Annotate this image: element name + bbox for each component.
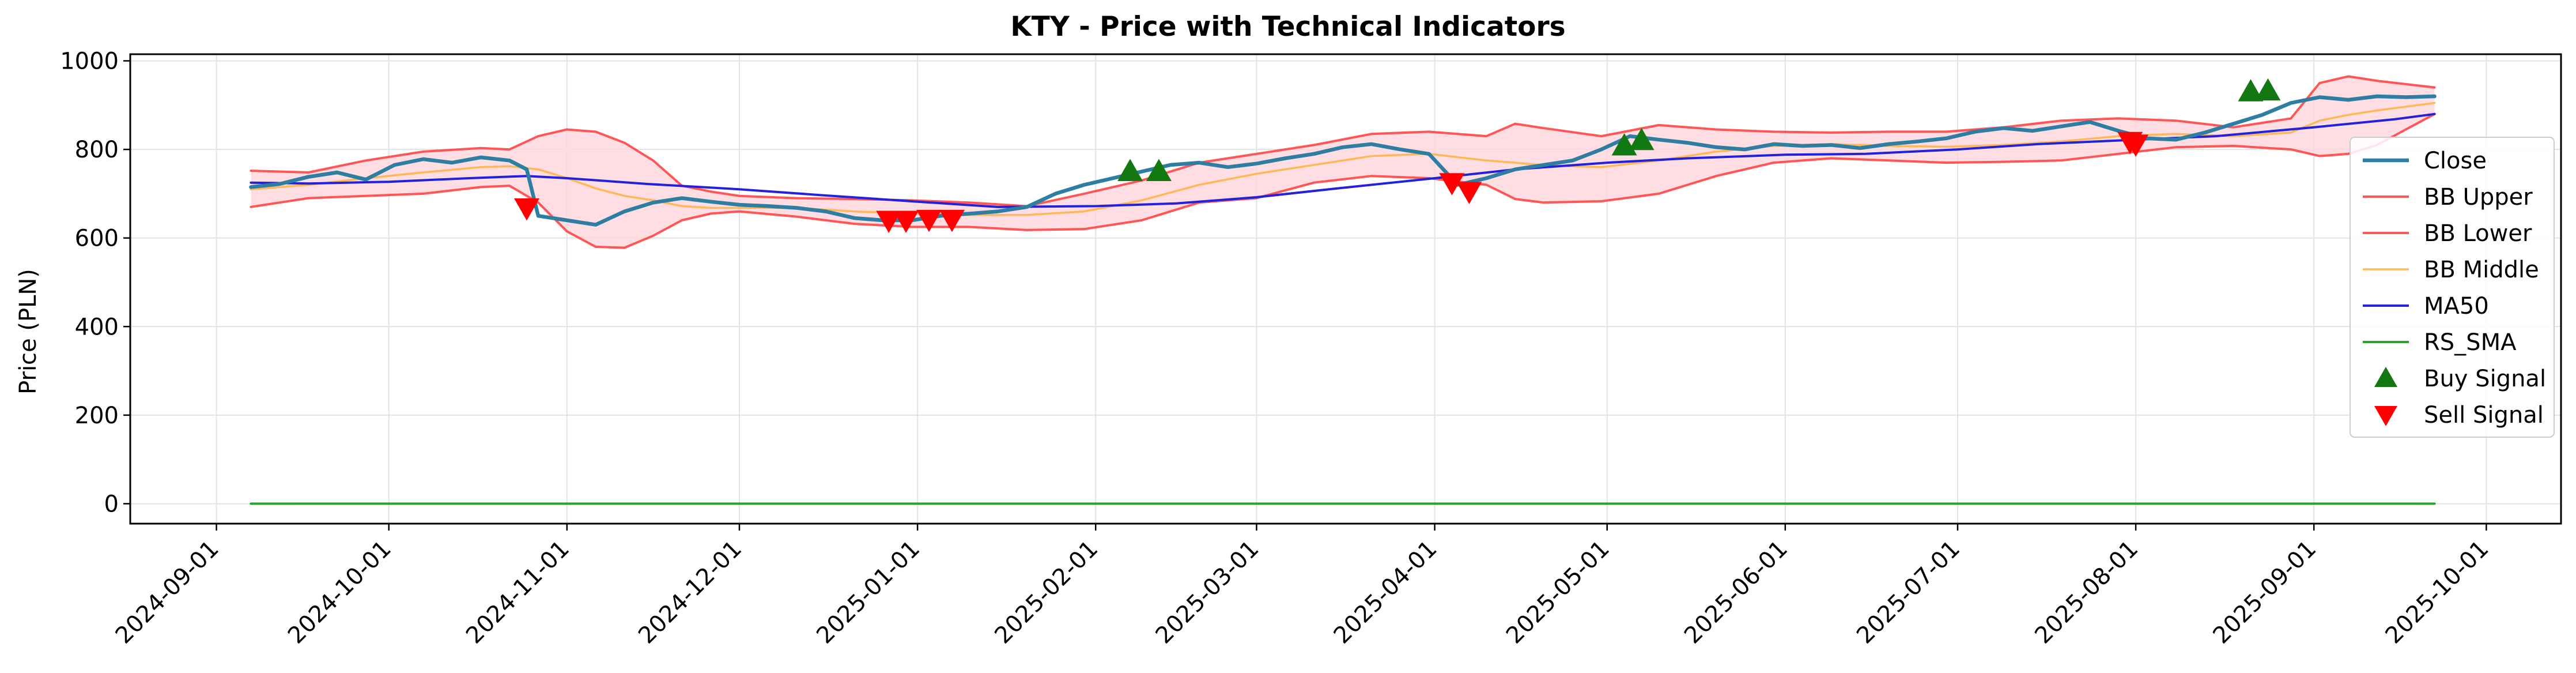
legend-label: Close — [2424, 148, 2487, 174]
y-axis-ticks: 0 200 400 600 800 1000 — [60, 48, 130, 517]
x-axis-ticks: 2024-09-01 2024-10-01 2024-11-01 2024-12-01… — [111, 524, 2494, 649]
legend-label: Buy Signal — [2424, 366, 2546, 392]
legend-swatch-sell-signal — [2374, 406, 2397, 426]
y-tick-label: 1000 — [60, 48, 119, 75]
series-line-bb-lower — [250, 112, 2436, 249]
plot-frame — [129, 53, 2562, 525]
x-tick-label: 2024-11-01 — [461, 536, 575, 649]
y-tick-label: 0 — [104, 491, 119, 517]
buy-signal-marker — [2255, 78, 2281, 101]
y-axis-label: Price (PLN) — [15, 269, 41, 394]
x-tick-label: 2024-09-01 — [111, 536, 224, 649]
y-tick-label: 800 — [75, 137, 119, 163]
series-line-ma50 — [250, 112, 2436, 208]
legend-label: BB Lower — [2424, 220, 2532, 247]
buy-signal-marker — [1117, 159, 1143, 181]
x-tick-label: 2025-09-01 — [2208, 536, 2321, 649]
sell-signal-marker — [1456, 182, 1482, 205]
sell-signal-marker — [1439, 173, 1465, 195]
sell-signal-marker — [916, 209, 942, 232]
sell-signal-marker — [514, 198, 540, 221]
buy-signal-marker — [1146, 159, 1172, 181]
legend-label: MA50 — [2424, 293, 2489, 319]
series-line-bb-middle — [250, 101, 2436, 216]
legend-label: RS_SMA — [2424, 329, 2517, 356]
x-tick-label: 2025-10-01 — [2381, 536, 2494, 649]
sell-signal-marker — [2123, 134, 2149, 157]
buy-signal-marker — [1629, 127, 1655, 151]
y-tick-label: 400 — [75, 314, 119, 340]
x-tick-label: 2024-10-01 — [283, 536, 396, 649]
legend: Close BB Upper BB Lower BB Middle MA50 RS_SMA… — [2350, 137, 2555, 438]
x-tick-label: 2025-04-01 — [1329, 536, 1442, 649]
bollinger-band-fill — [251, 76, 2435, 248]
x-tick-label: 2024-12-01 — [633, 536, 747, 649]
x-tick-label: 2025-06-01 — [1679, 536, 1793, 649]
x-tick-label: 2025-01-01 — [811, 536, 925, 649]
band-area — [251, 76, 2435, 248]
signal-markers — [514, 78, 2281, 233]
legend-label: BB Middle — [2424, 257, 2539, 283]
x-tick-label: 2025-02-01 — [989, 536, 1103, 649]
x-tick-label: 2025-05-01 — [1501, 536, 1615, 649]
sell-signal-marker — [876, 210, 902, 233]
legend-label: Sell Signal — [2424, 402, 2544, 428]
x-tick-label: 2025-03-01 — [1151, 536, 1264, 649]
series-lines — [249, 75, 2437, 505]
x-tick-label: 2025-07-01 — [1852, 536, 1965, 649]
x-tick-label: 2025-08-01 — [2030, 536, 2143, 649]
chart-title: KTY - Price with Technical Indicators — [1010, 11, 1565, 43]
y-tick-label: 200 — [75, 403, 119, 429]
series-line-bb-upper — [250, 75, 2436, 208]
series-line-close — [249, 94, 2437, 227]
sell-signal-marker — [893, 210, 919, 233]
legend-box — [2350, 137, 2555, 438]
sell-signal-marker — [939, 209, 965, 232]
y-tick-label: 600 — [75, 225, 119, 252]
legend-swatch-buy-signal — [2374, 367, 2397, 387]
legend-label: BB Upper — [2424, 184, 2533, 210]
buy-signal-marker — [2238, 79, 2264, 101]
